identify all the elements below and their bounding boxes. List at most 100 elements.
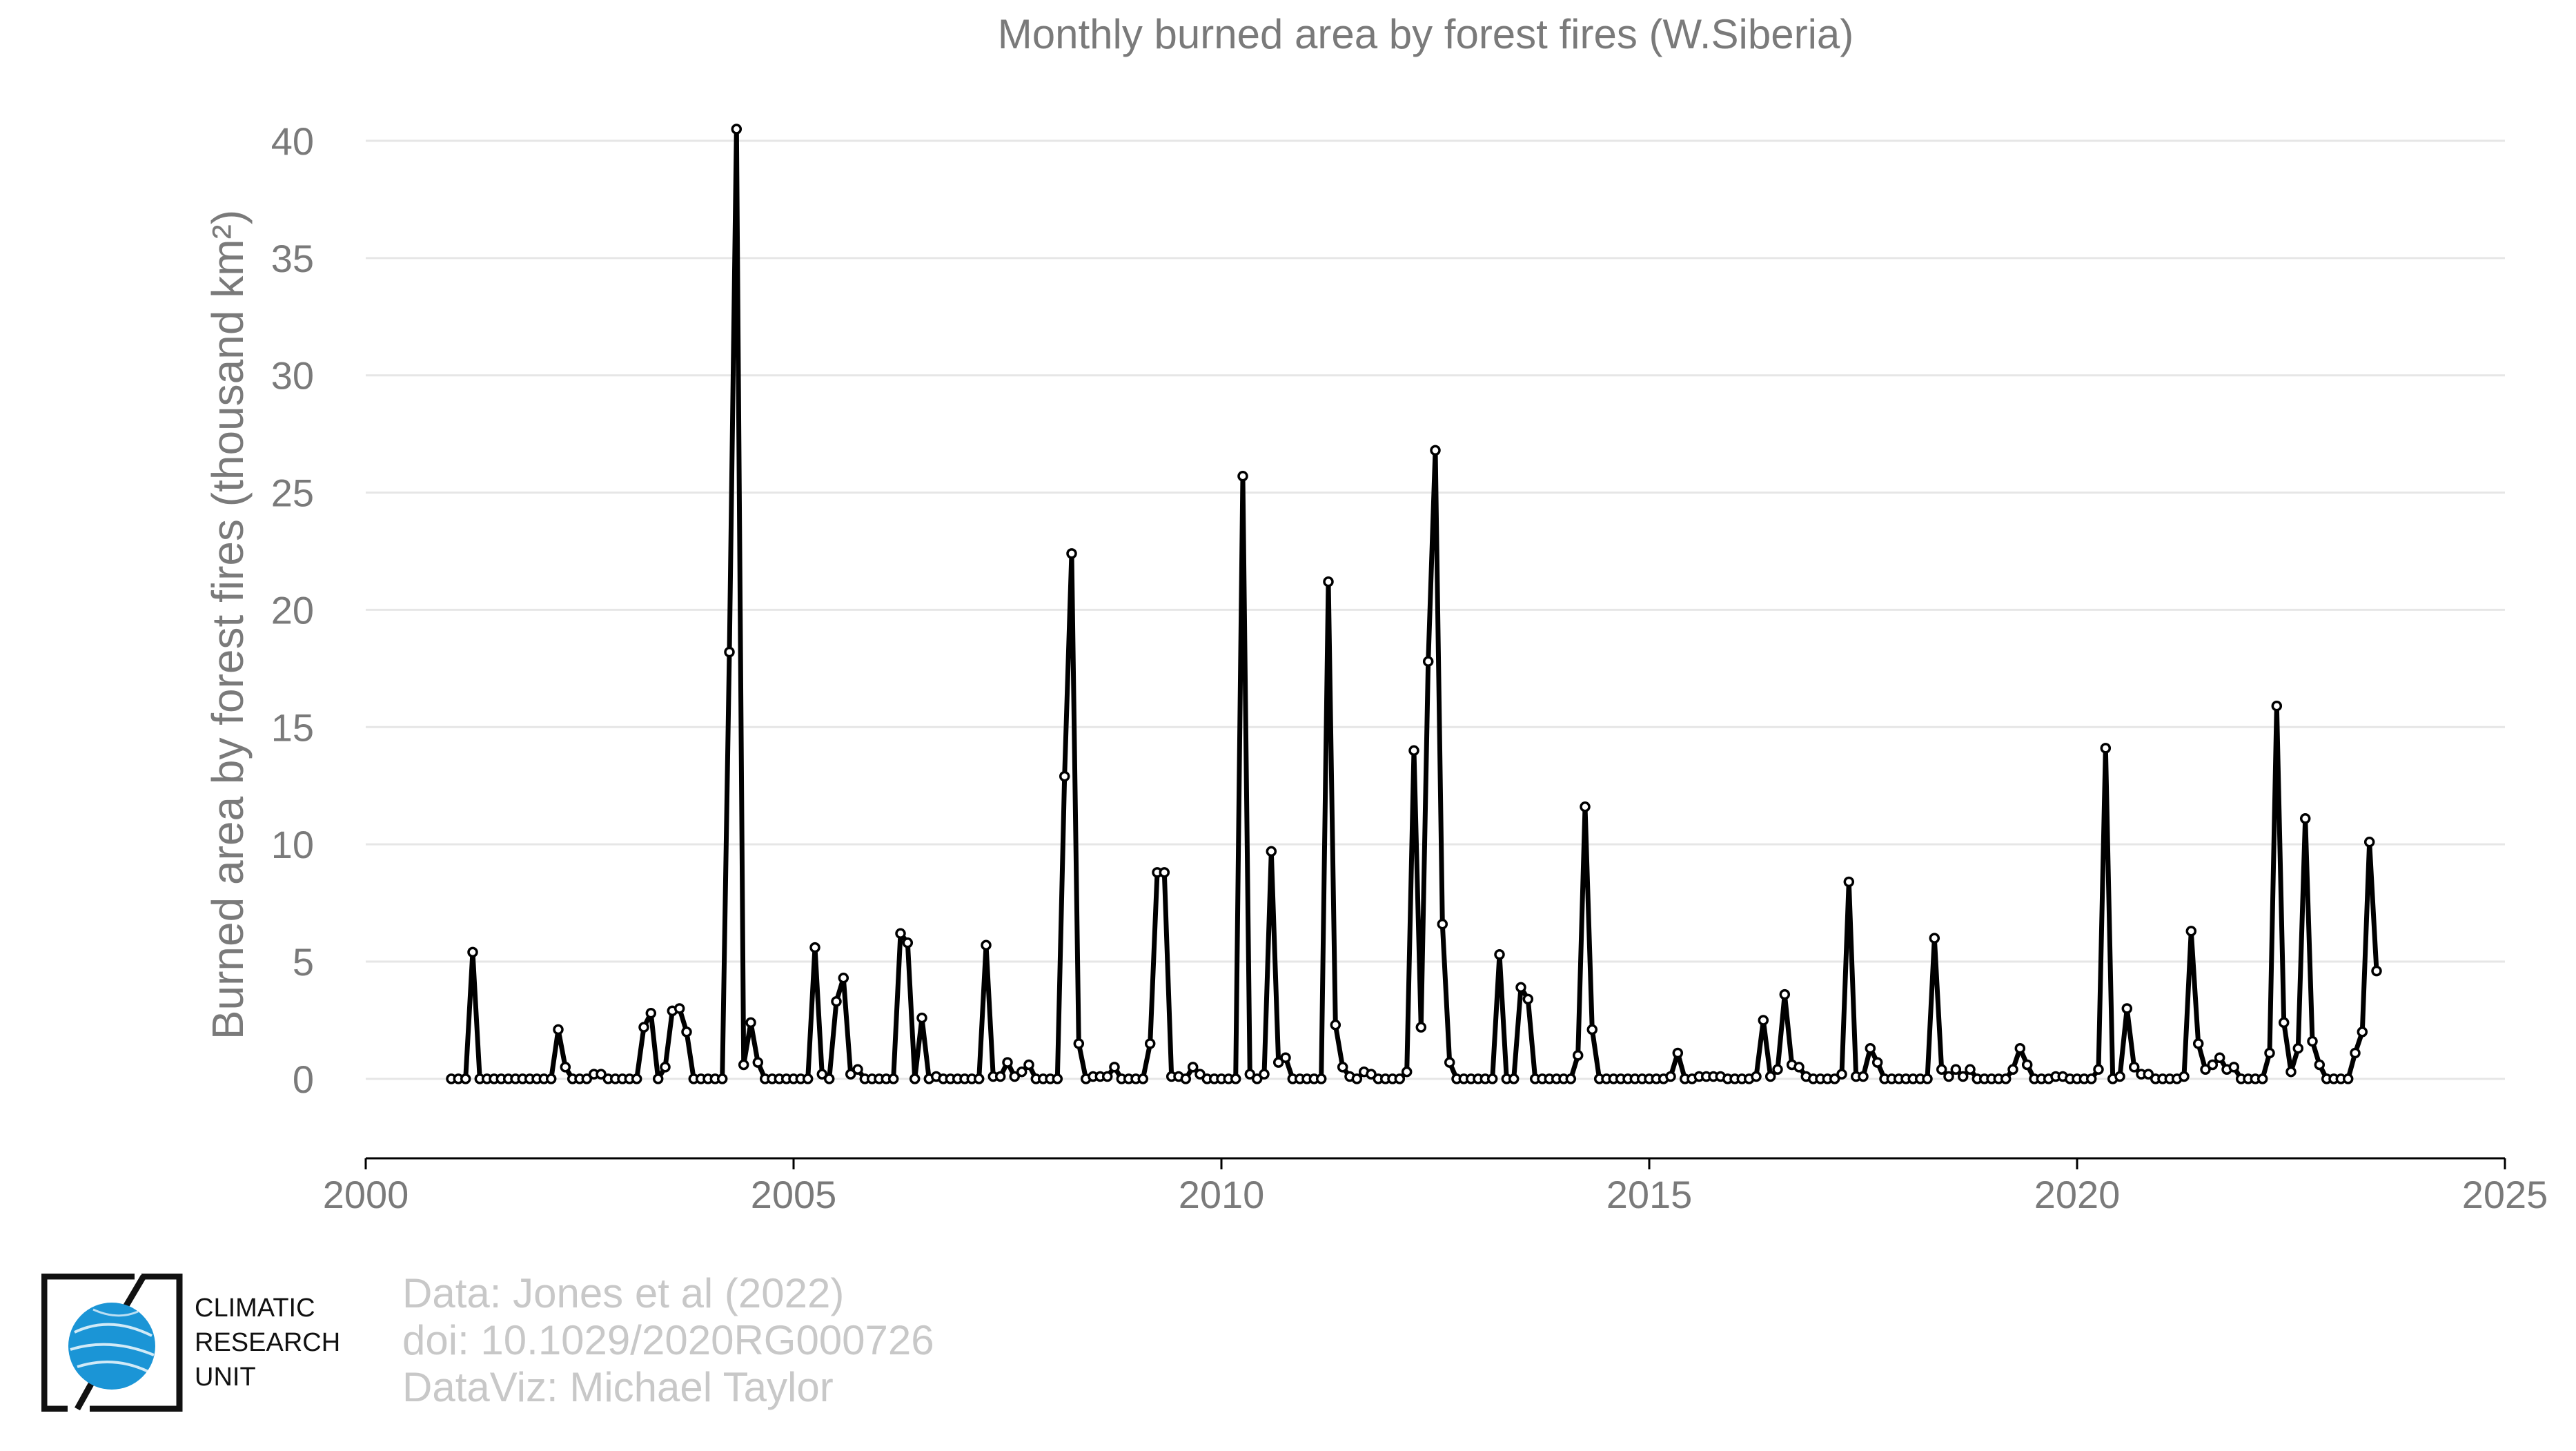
data-point <box>1858 1071 1869 1082</box>
logo-line-research: RESEARCH <box>195 1328 341 1357</box>
data-point <box>2185 926 2197 937</box>
data-point <box>2000 1073 2012 1084</box>
data-point <box>1272 1057 1284 1068</box>
data-point <box>1101 1071 1113 1082</box>
data-point <box>994 1071 1006 1082</box>
logo-text: CLIMATIC RESEARCH UNIT <box>195 1291 340 1394</box>
data-point <box>2093 1064 2104 1075</box>
data-point <box>1144 1038 1156 1049</box>
data-point <box>1052 1073 1063 1084</box>
data-point <box>823 1073 835 1084</box>
data-point <box>1580 801 1591 812</box>
data-point <box>802 1073 814 1084</box>
globe-swirl-4 <box>92 1308 139 1317</box>
data-point <box>2114 1071 2125 1082</box>
data-point <box>1415 1022 1427 1033</box>
data-point <box>2371 965 2382 977</box>
logo-bracket-left <box>41 1273 135 1412</box>
data-point <box>1779 989 1791 1000</box>
data-point <box>1957 1071 1969 1082</box>
data-point <box>1330 1020 1341 1031</box>
data-point <box>724 646 735 658</box>
data-point <box>1059 770 1070 782</box>
data-point <box>981 939 992 951</box>
data-point <box>1337 1062 1348 1073</box>
data-point <box>2100 743 2112 754</box>
data-point <box>716 1073 728 1084</box>
y-tick-label: 5 <box>293 940 314 984</box>
data-point <box>973 1073 985 1084</box>
globe-swirl-2 <box>70 1343 155 1356</box>
data-point <box>2342 1073 2354 1084</box>
data-point <box>1444 1057 1455 1068</box>
data-point <box>1194 1069 1206 1080</box>
data-point <box>1323 576 1334 587</box>
data-point <box>2192 1038 2204 1049</box>
logo-slash-bottom <box>75 1382 94 1411</box>
logo-line-climatic: CLIMATIC <box>195 1294 315 1323</box>
data-point <box>902 937 914 948</box>
data-point <box>2228 1062 2240 1073</box>
data-point <box>1508 1073 1520 1084</box>
logo-line-unit: UNIT <box>195 1363 256 1392</box>
data-point <box>1109 1062 1120 1073</box>
y-tick-label: 25 <box>271 471 314 515</box>
data-point <box>809 942 820 953</box>
data-point <box>1315 1073 1327 1084</box>
data-point <box>1865 1042 1876 1054</box>
cru-logo <box>41 1273 183 1412</box>
data-point <box>845 1069 856 1080</box>
logo-slash-top <box>123 1274 146 1309</box>
data-point <box>2143 1069 2154 1080</box>
credit-doi: doi: 10.1029/2020RG000726 <box>402 1317 934 1363</box>
data-point <box>738 1059 749 1071</box>
globe-swirl-1 <box>74 1323 153 1337</box>
data-point <box>1572 1050 1584 1061</box>
data-point <box>2014 1042 2026 1054</box>
x-tick-label: 2010 <box>1179 1173 1265 1216</box>
data-point <box>596 1069 607 1080</box>
y-tick-labels: 0 5 10 15 20 25 30 35 40 <box>271 119 314 1101</box>
data-point <box>745 1017 756 1029</box>
data-point <box>1515 982 1526 993</box>
data-point <box>1965 1064 1976 1075</box>
data-point <box>1929 933 1940 944</box>
data-point <box>1672 1047 1684 1059</box>
data-point <box>2285 1066 2297 1078</box>
data-point <box>581 1073 593 1084</box>
data-point <box>2200 1064 2211 1075</box>
y-tick-label: 10 <box>271 823 314 866</box>
data-point <box>1565 1073 1577 1084</box>
credit-dataviz: DataViz: Michael Taylor <box>402 1364 834 1410</box>
y-tick-label: 30 <box>271 354 314 398</box>
data-point <box>887 1073 899 1084</box>
data-point <box>816 1069 828 1080</box>
data-point <box>467 946 478 958</box>
data-point <box>652 1073 664 1084</box>
data-point <box>2257 1073 2268 1084</box>
data-point <box>916 1012 927 1024</box>
data-point <box>2007 1064 2018 1075</box>
data-point <box>909 1073 921 1084</box>
data-point <box>1665 1071 1676 1082</box>
data-point <box>2121 1003 2133 1014</box>
x-tick-label: 2020 <box>2034 1173 2121 1216</box>
data-point <box>2307 1035 2318 1047</box>
x-tick-label: 2025 <box>2462 1173 2548 1216</box>
data-point <box>1237 471 1248 482</box>
data-point <box>1401 1066 1413 1078</box>
data-point <box>1351 1073 1363 1084</box>
data-point <box>1259 1069 1270 1080</box>
data-point <box>1437 918 1448 930</box>
data-point <box>1066 548 1077 559</box>
data-point <box>560 1062 571 1073</box>
data-point <box>2292 1042 2304 1054</box>
data-point <box>638 1022 649 1033</box>
data-point <box>895 928 906 939</box>
data-point <box>731 124 743 135</box>
data-point <box>1422 656 1434 667</box>
data-point <box>1408 745 1419 757</box>
data-point <box>1244 1069 1256 1080</box>
data-point <box>2264 1047 2275 1059</box>
data-point <box>1137 1073 1149 1084</box>
